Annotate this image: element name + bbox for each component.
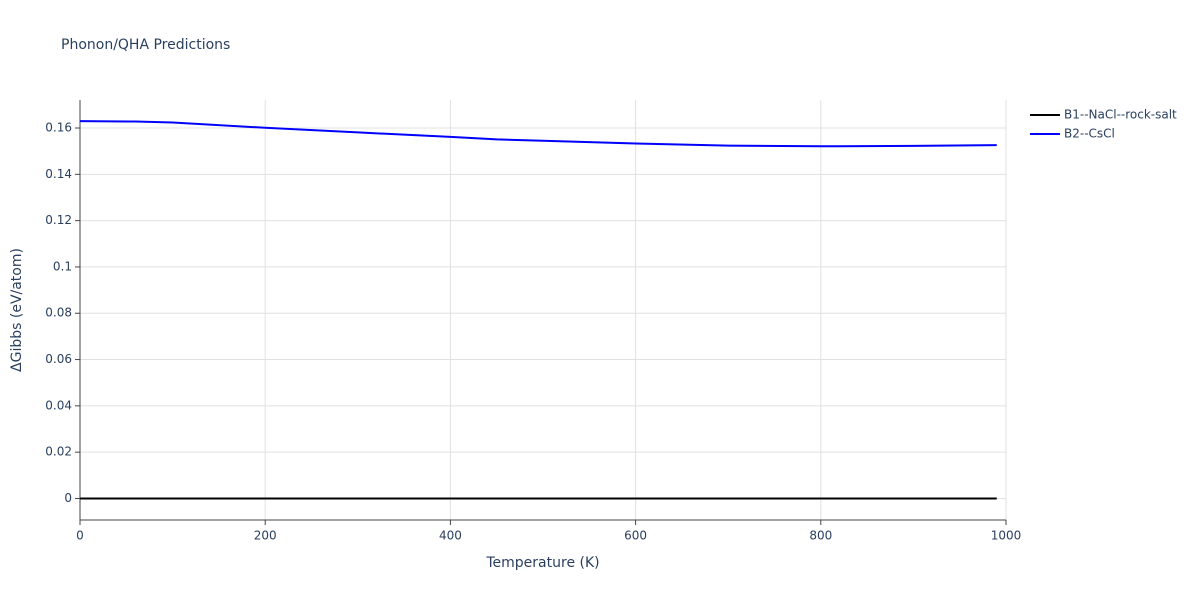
- y-tick-label: 0.12: [45, 213, 72, 227]
- y-tick-label: 0.16: [45, 121, 72, 135]
- x-axis-title: Temperature (K): [485, 555, 599, 571]
- legend-label: B1--NaCl--rock-salt: [1064, 108, 1177, 122]
- y-tick-label: 0.06: [45, 352, 72, 366]
- y-tick-label: 0.08: [45, 306, 72, 320]
- x-tick-label: 600: [624, 529, 647, 543]
- x-tick-label: 800: [809, 529, 832, 543]
- y-tick-label: 0.04: [45, 398, 72, 412]
- chart-title: Phonon/QHA Predictions: [61, 37, 230, 53]
- y-tick-label: 0.02: [45, 445, 72, 459]
- series-line: [79, 120, 997, 148]
- x-tick-label: 400: [439, 529, 462, 543]
- y-axis-title: ΔGibbs (eV/atom): [9, 248, 25, 372]
- x-tick-label: 0: [76, 529, 84, 543]
- y-tick-label: 0.1: [53, 259, 72, 273]
- y-tick-label: 0.14: [45, 167, 72, 181]
- legend-label: B2--CsCl: [1064, 127, 1115, 141]
- y-tick-label: 0: [64, 491, 72, 505]
- x-tick-label: 200: [254, 529, 277, 543]
- x-tick-label: 1000: [991, 529, 1022, 543]
